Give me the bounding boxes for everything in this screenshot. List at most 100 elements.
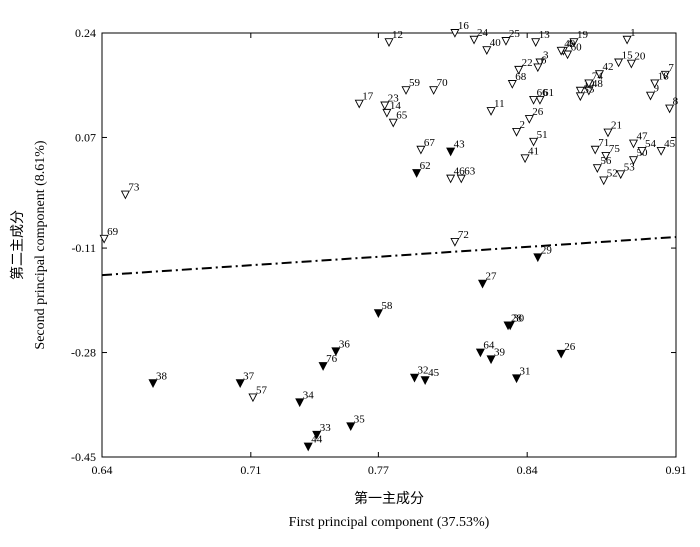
- open-triangle-marker: [575, 92, 585, 102]
- open-triangle-marker: [456, 174, 466, 184]
- point-label: 12: [392, 29, 403, 41]
- point-label: 13: [539, 29, 551, 41]
- open-triangle-marker: [248, 393, 258, 403]
- filled-triangle-marker: [409, 373, 420, 383]
- point-label: 3: [543, 49, 549, 61]
- point-label: 69: [107, 226, 119, 238]
- open-triangle-marker: [656, 147, 666, 156]
- point-label: 38: [156, 370, 168, 382]
- open-triangle-marker: [535, 58, 545, 68]
- open-triangle-marker: [594, 70, 605, 79]
- point-label: 41: [528, 145, 539, 157]
- open-triangle-marker: [556, 46, 566, 56]
- point-label: 65: [396, 110, 408, 122]
- open-triangle-marker: [637, 147, 647, 156]
- filled-triangle-marker: [503, 321, 513, 331]
- open-triangle-marker: [416, 145, 426, 155]
- open-triangle-marker: [99, 234, 109, 244]
- y-axis-title: Second principal component (8.61%): [33, 140, 48, 350]
- filled-triangle-marker: [486, 355, 496, 365]
- open-triangle-marker: [384, 38, 394, 47]
- y-tick-label: 0.24: [75, 26, 96, 40]
- point-label: 14: [390, 100, 402, 112]
- open-triangle-marker: [401, 86, 411, 95]
- open-triangle-marker: [469, 35, 479, 45]
- open-triangle-marker: [450, 29, 460, 38]
- point-label: 1: [630, 27, 636, 39]
- point-label: 32: [418, 365, 429, 377]
- point-label: 11: [494, 98, 505, 110]
- point-label: 29: [541, 244, 553, 256]
- point-label: 49: [564, 38, 576, 50]
- data-points: 1234678910111213141516171819202122232425…: [99, 20, 679, 452]
- point-label: 34: [303, 389, 315, 401]
- point-label: 72: [458, 229, 469, 241]
- point-label: 15: [622, 49, 634, 61]
- point-label: 67: [424, 137, 436, 149]
- filled-triangle-marker: [295, 398, 305, 408]
- point-label: 58: [381, 300, 393, 312]
- point-label: 26: [564, 341, 576, 353]
- point-label: 37: [243, 370, 255, 382]
- point-label: 62: [420, 160, 431, 172]
- open-triangle-marker: [529, 96, 539, 105]
- open-triangle-marker: [660, 70, 670, 80]
- open-triangle-marker: [603, 128, 613, 138]
- point-label: 54: [645, 138, 657, 150]
- open-triangle-marker: [512, 127, 522, 137]
- point-label: 21: [611, 120, 622, 132]
- point-label: 43: [454, 139, 466, 151]
- open-triangle-marker: [501, 37, 511, 46]
- open-triangle-marker: [599, 176, 609, 186]
- point-label: 2: [520, 119, 526, 131]
- filled-triangle-marker: [412, 169, 422, 178]
- filled-triangle-marker: [420, 376, 430, 385]
- point-label: 44: [311, 434, 323, 446]
- point-label: 22: [522, 57, 533, 69]
- x-axis-title-cn: 第一主成分: [354, 490, 424, 507]
- y-tick-label: -0.28: [71, 346, 96, 360]
- point-label: 73: [128, 182, 140, 194]
- point-label: 45: [664, 138, 676, 150]
- point-label: 63: [464, 166, 476, 178]
- x-axis-title: First principal component (37.53%): [289, 515, 490, 530]
- point-label: 53: [624, 161, 636, 173]
- open-triangle-marker: [529, 137, 539, 147]
- x-tick-label: 0.64: [92, 463, 113, 477]
- point-label: 19: [577, 29, 589, 41]
- point-label: 55: [583, 83, 595, 95]
- open-triangle-marker: [584, 79, 594, 89]
- point-label: 36: [339, 338, 351, 350]
- open-triangle-marker: [446, 174, 456, 184]
- point-label: 75: [609, 143, 621, 155]
- point-label: 27: [486, 271, 498, 283]
- filled-triangle-marker: [148, 379, 158, 389]
- open-triangle-marker: [380, 101, 390, 111]
- open-triangle-marker: [354, 99, 364, 109]
- open-triangle-marker: [628, 139, 639, 149]
- open-triangle-marker: [590, 145, 600, 155]
- open-triangle-marker: [645, 91, 656, 101]
- open-triangle-marker: [514, 65, 524, 75]
- filled-triangle-marker: [235, 379, 245, 389]
- point-label: 4: [566, 38, 572, 50]
- filled-triangle-marker: [533, 253, 543, 263]
- open-triangle-marker: [531, 38, 541, 47]
- plot-frame: [101, 32, 677, 458]
- point-label: 16: [458, 20, 470, 32]
- open-triangle-marker: [665, 104, 675, 114]
- point-label: 24: [477, 27, 489, 39]
- open-triangle-marker: [601, 151, 611, 161]
- x-tick-label: 0.91: [666, 463, 687, 477]
- point-label: 76: [326, 353, 338, 365]
- axis-ticks: 0.64 0.71 0.77 0.84 0.91 0.24 0.07 -0.11 -0.28 -0…: [71, 26, 687, 477]
- point-label: 59: [409, 77, 421, 89]
- open-triangle-marker: [524, 115, 534, 124]
- open-triangle-marker: [507, 80, 517, 89]
- filled-triangle-marker: [331, 347, 341, 357]
- open-triangle-marker: [628, 156, 639, 165]
- point-label: 17: [362, 91, 374, 103]
- open-triangle-marker: [520, 154, 530, 164]
- open-triangle-marker: [569, 38, 579, 47]
